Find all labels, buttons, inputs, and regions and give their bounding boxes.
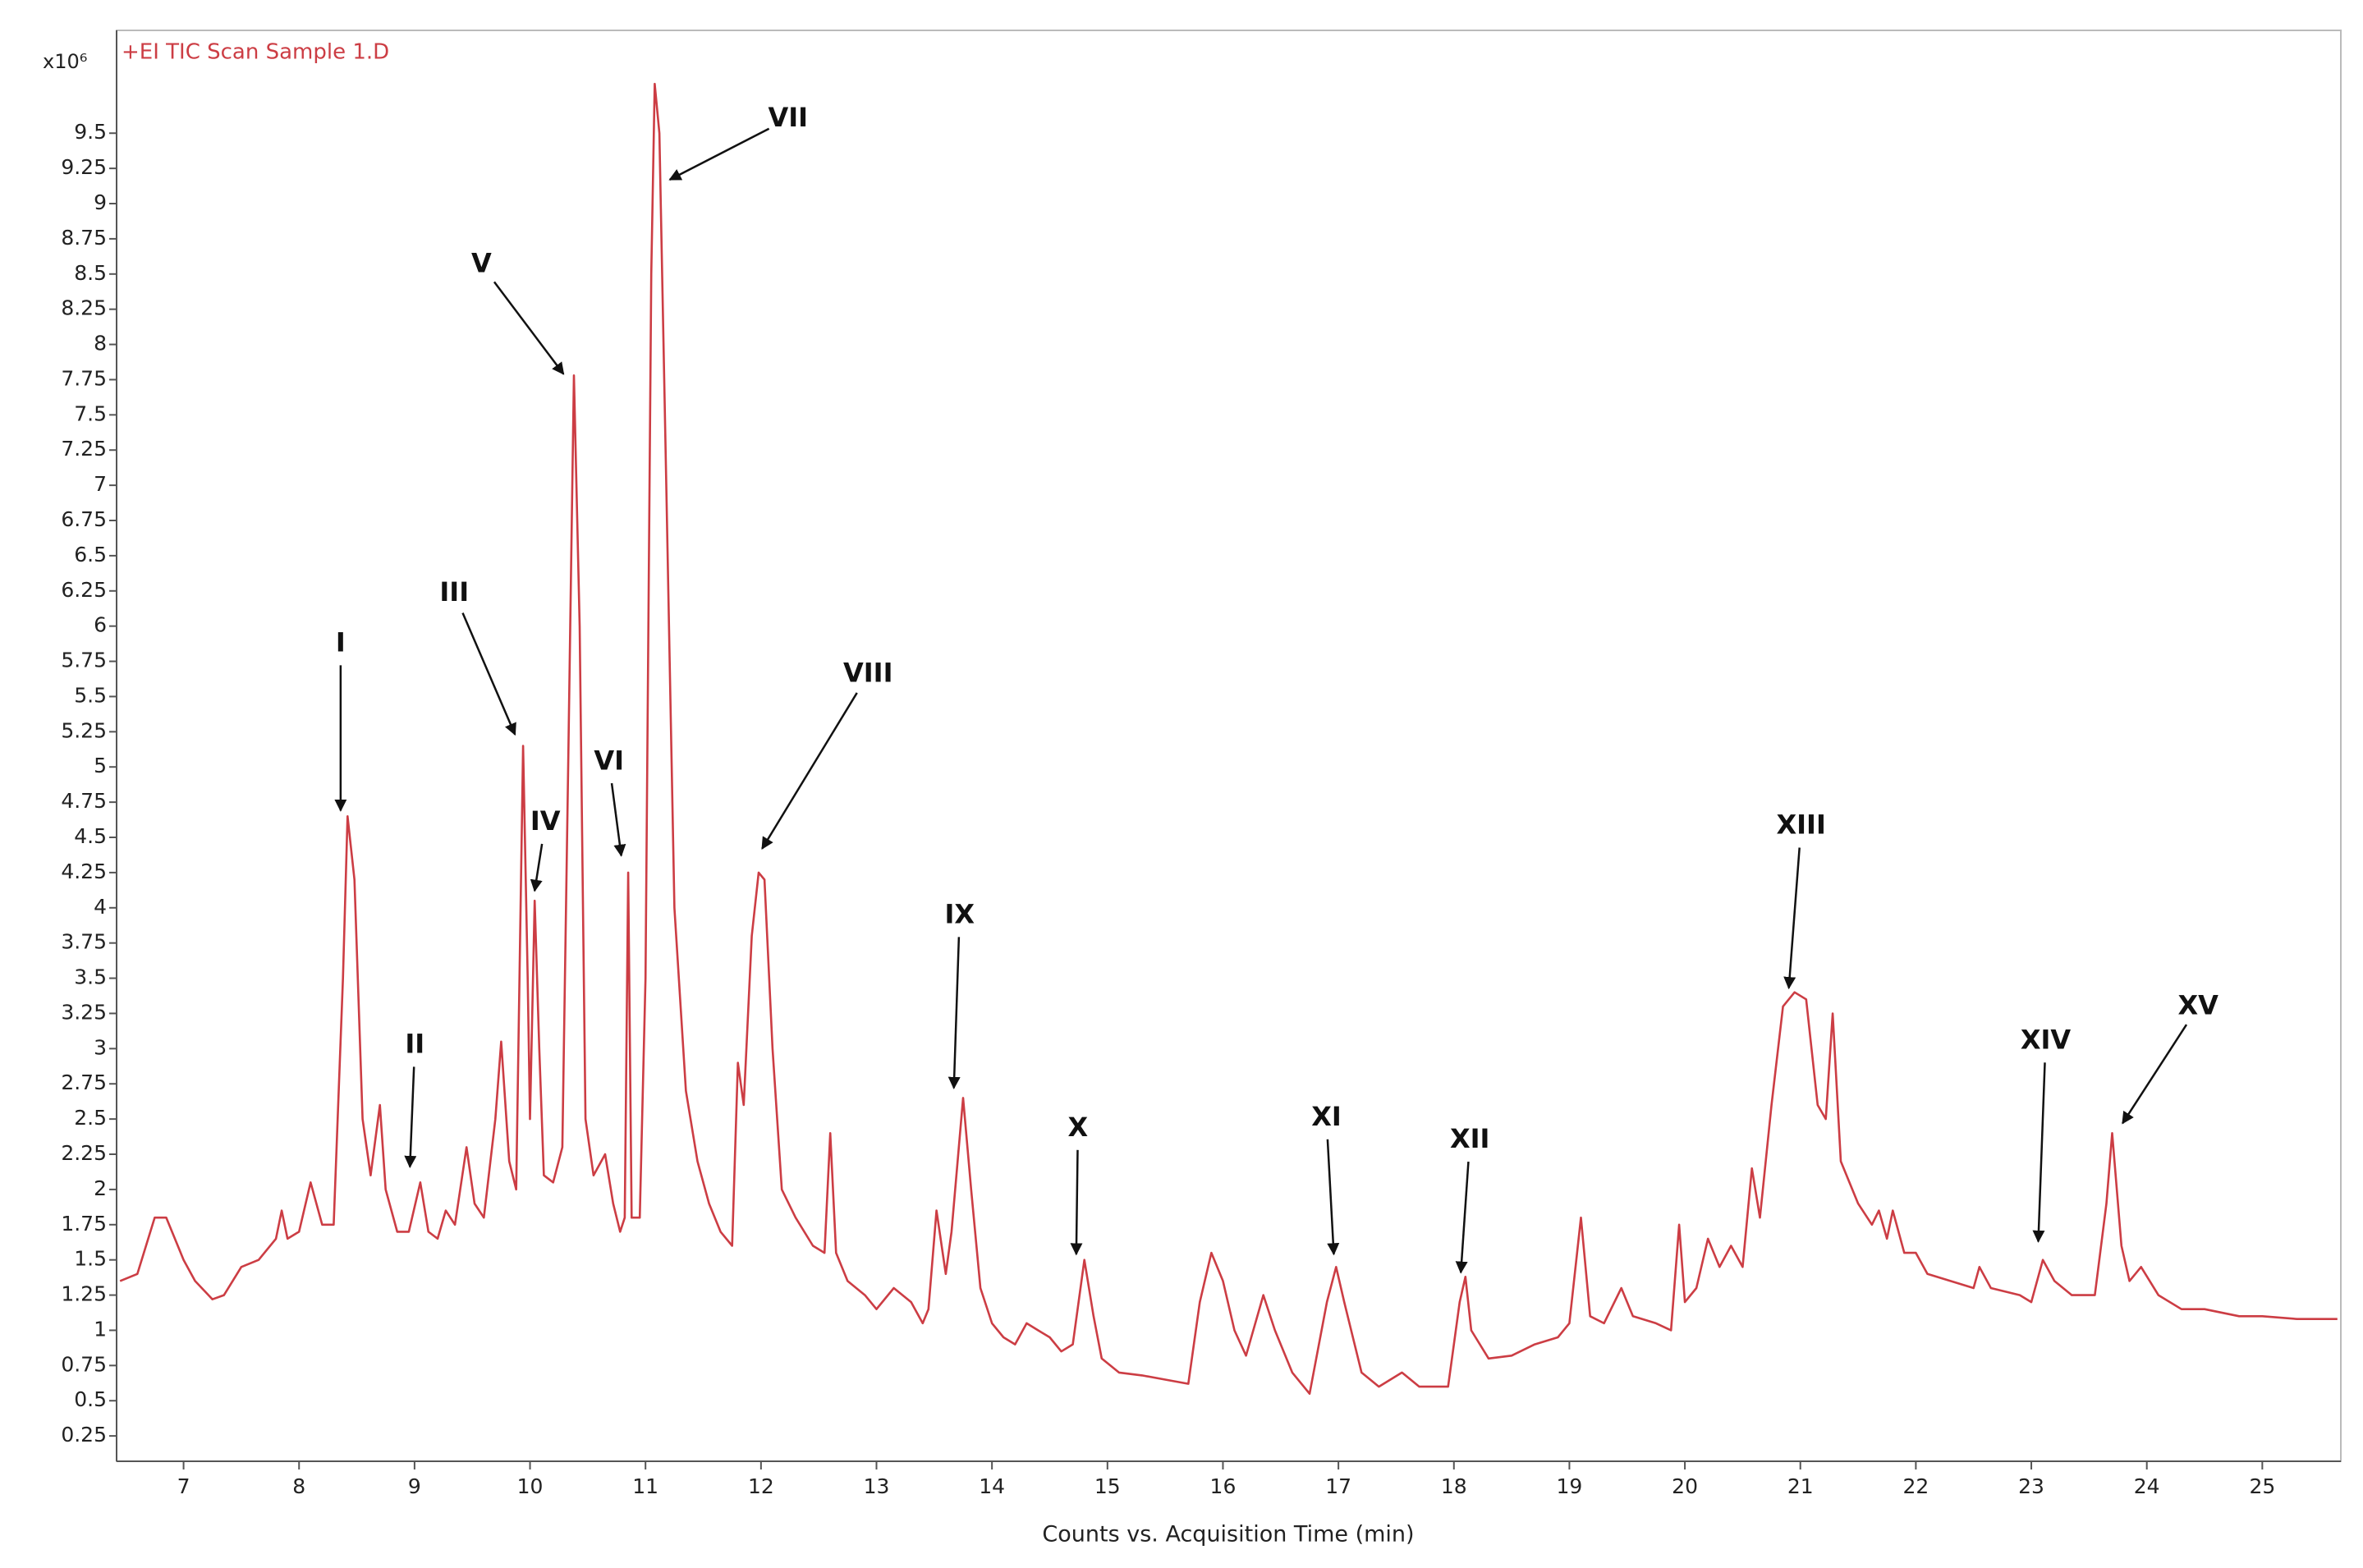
x-tick-label: 19 bbox=[1557, 1474, 1583, 1498]
y-tick-label: 2.25 bbox=[61, 1141, 107, 1165]
y-tick-label: 6.5 bbox=[74, 543, 107, 566]
y-tick-label: 6.25 bbox=[61, 578, 107, 602]
trace-line bbox=[119, 82, 2338, 1395]
annotation-label: I bbox=[336, 626, 346, 658]
annotation-label: IX bbox=[944, 898, 975, 929]
annotation-arrow bbox=[530, 843, 544, 892]
annotation-arrow bbox=[2032, 1062, 2046, 1243]
y-tick-label: 4.75 bbox=[61, 789, 107, 813]
y-tick-label: 3.5 bbox=[74, 965, 107, 989]
annotation-label: XIV bbox=[2021, 1024, 2072, 1055]
y-tick-label: 7.75 bbox=[61, 366, 107, 390]
x-tick-label: 13 bbox=[864, 1474, 890, 1498]
y-tick-label: 7.5 bbox=[74, 401, 107, 425]
x-tick-label: 23 bbox=[2018, 1474, 2044, 1498]
y-multiplier: x10⁶ bbox=[43, 50, 87, 73]
x-tick-label: 21 bbox=[1787, 1474, 1814, 1498]
x-tick-label: 22 bbox=[1902, 1474, 1929, 1498]
x-tick-label: 12 bbox=[748, 1474, 774, 1498]
y-tick-label: 7 bbox=[94, 472, 107, 496]
x-axis-label: Counts vs. Acquisition Time (min) bbox=[1042, 1522, 1414, 1547]
annotation-arrow bbox=[1455, 1161, 1470, 1274]
annotation-label: XV bbox=[2177, 989, 2218, 1020]
annotation-label: XII bbox=[1450, 1123, 1489, 1154]
annotation-label: VII bbox=[768, 102, 808, 133]
annotation-arrow bbox=[668, 127, 770, 181]
y-tick-label: 3.75 bbox=[61, 930, 107, 954]
x-tick-label: 18 bbox=[1441, 1474, 1467, 1498]
y-tick-label: 2.5 bbox=[74, 1106, 107, 1130]
y-tick-label: 3.25 bbox=[61, 1000, 107, 1024]
y-tick-label: 0.25 bbox=[61, 1423, 107, 1447]
y-tick-label: 1 bbox=[94, 1317, 107, 1341]
y-tick-label: 0.75 bbox=[61, 1352, 107, 1376]
y-tick-label: 9.25 bbox=[61, 155, 107, 179]
y-tick-label: 6 bbox=[94, 613, 107, 637]
annotation-label: IV bbox=[530, 805, 561, 837]
y-tick-label: 5.5 bbox=[74, 683, 107, 707]
y-tick-label: 5.75 bbox=[61, 649, 107, 672]
annotation-arrow bbox=[2122, 1024, 2188, 1125]
y-tick-label: 8 bbox=[94, 332, 107, 355]
y-tick-label: 6.75 bbox=[61, 507, 107, 531]
x-tick-label: 24 bbox=[2134, 1474, 2160, 1498]
annotation-arrow bbox=[1783, 847, 1801, 990]
annotation-label: III bbox=[439, 576, 469, 607]
x-tick-label: 14 bbox=[979, 1474, 1005, 1498]
annotation-arrow bbox=[1070, 1149, 1083, 1256]
x-tick-label: 7 bbox=[177, 1474, 190, 1498]
x-tick-label: 9 bbox=[408, 1474, 421, 1498]
x-tick-label: 11 bbox=[632, 1474, 658, 1498]
y-tick-label: 7.25 bbox=[61, 437, 107, 461]
x-tick-label: 16 bbox=[1210, 1474, 1237, 1498]
y-tick-label: 1.25 bbox=[61, 1282, 107, 1306]
annotation-arrow bbox=[761, 692, 858, 850]
annotation-arrow bbox=[404, 1066, 417, 1168]
y-tick-label: 1.5 bbox=[74, 1247, 107, 1271]
y-tick-label: 8.5 bbox=[74, 261, 107, 285]
annotation-arrow bbox=[947, 937, 961, 1089]
annotation-arrow bbox=[610, 782, 626, 857]
y-tick-label: 2.75 bbox=[61, 1071, 107, 1094]
x-tick-label: 10 bbox=[517, 1474, 544, 1498]
y-tick-label: 8.75 bbox=[61, 226, 107, 250]
annotation-label: X bbox=[1068, 1112, 1089, 1143]
y-tick-label: 4.5 bbox=[74, 824, 107, 848]
y-tick-label: 9 bbox=[94, 190, 107, 214]
annotation-label: VI bbox=[594, 745, 624, 776]
x-tick-label: 20 bbox=[1672, 1474, 1698, 1498]
y-tick-label: 5 bbox=[94, 754, 107, 777]
x-tick-label: 25 bbox=[2249, 1474, 2275, 1498]
chart-title: +EI TIC Scan Sample 1.D bbox=[122, 40, 389, 65]
annotation-arrow bbox=[493, 281, 565, 375]
x-tick-label: 17 bbox=[1325, 1474, 1351, 1498]
y-tick-label: 3 bbox=[94, 1035, 107, 1059]
y-tick-label: 2 bbox=[94, 1176, 107, 1200]
y-tick-label: 4 bbox=[94, 895, 107, 919]
annotation-label: VIII bbox=[843, 658, 892, 689]
y-tick-label: 0.5 bbox=[74, 1387, 107, 1411]
annotation-label: XI bbox=[1311, 1101, 1342, 1132]
annotation-label: XIII bbox=[1776, 809, 1825, 841]
annotation-arrow bbox=[1326, 1139, 1340, 1256]
annotation-label: II bbox=[405, 1028, 424, 1059]
annotation-label: V bbox=[471, 248, 492, 279]
x-tick-label: 15 bbox=[1094, 1474, 1121, 1498]
annotation-arrow bbox=[461, 612, 516, 736]
y-tick-label: 1.75 bbox=[61, 1212, 107, 1236]
plot-frame bbox=[116, 30, 2342, 1462]
y-tick-label: 4.25 bbox=[61, 860, 107, 883]
y-tick-label: 5.25 bbox=[61, 718, 107, 742]
y-tick-label: 8.25 bbox=[61, 296, 107, 320]
y-tick-label: 9.5 bbox=[74, 120, 107, 144]
x-tick-label: 8 bbox=[292, 1474, 305, 1498]
